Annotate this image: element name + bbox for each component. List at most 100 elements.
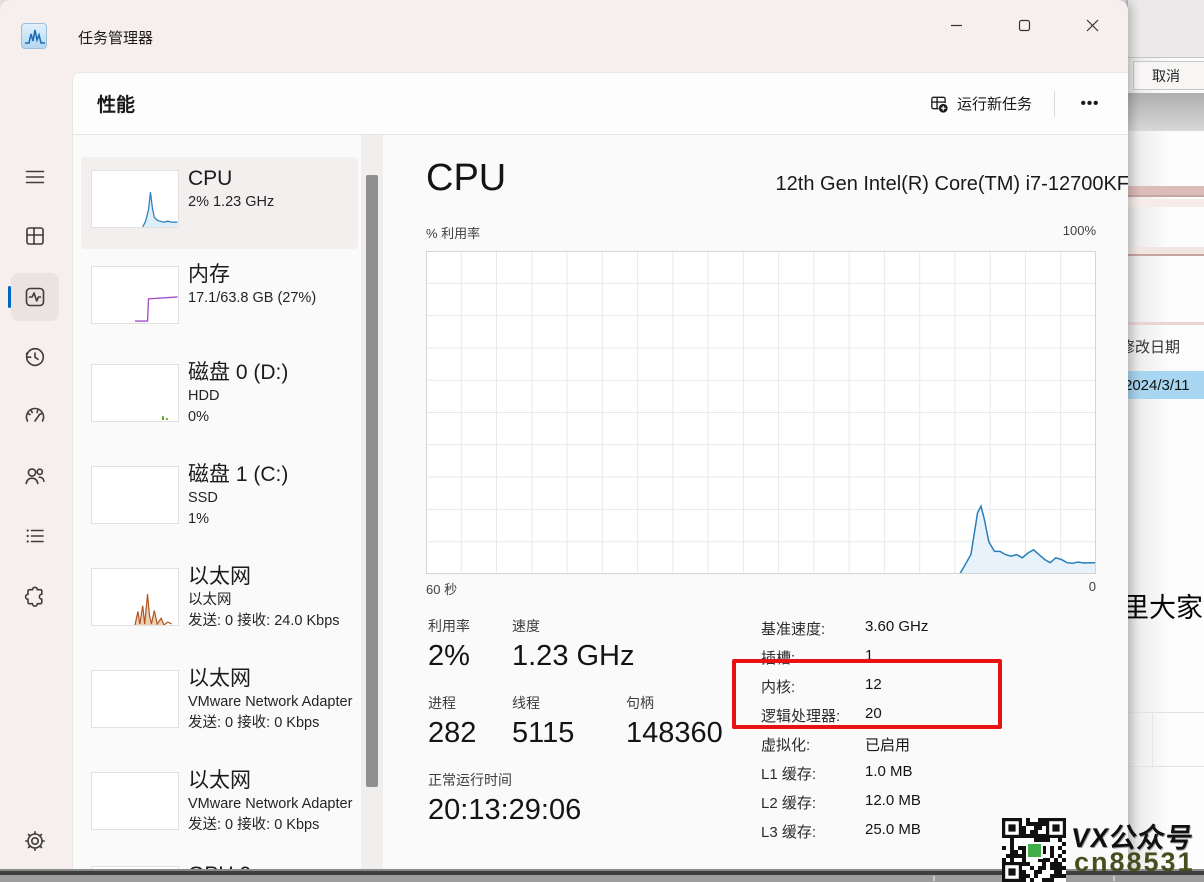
detail-label: 内核: bbox=[761, 679, 796, 696]
stat-label: 句柄 bbox=[626, 695, 654, 711]
highlight-annotation-box bbox=[732, 659, 1002, 729]
sidebar-item-services[interactable] bbox=[11, 573, 59, 621]
perf-item-text: 磁盘 1 (C:) SSD 1% bbox=[188, 461, 356, 530]
task-manager-window: 任务管理器 性能 bbox=[0, 0, 1128, 882]
sidebar-item-startup-apps[interactable] bbox=[11, 392, 59, 440]
cpu-utilization-chart bbox=[426, 251, 1096, 575]
detail-value: 已启用 bbox=[865, 737, 911, 754]
selected-accent-bar bbox=[8, 286, 11, 308]
stat-label: 利用率 bbox=[428, 618, 470, 634]
disk0-sparkline-thumbnail bbox=[91, 364, 179, 422]
sidebar-item-details[interactable] bbox=[11, 512, 59, 560]
maximize-button[interactable] bbox=[996, 4, 1052, 46]
detail-row-l1-cache: L1 缓存: 1.0 MB bbox=[761, 763, 1091, 792]
watermark: VX公众号 cn88531 bbox=[1000, 814, 1204, 882]
task-manager-app-icon bbox=[21, 23, 47, 49]
sidebar-item-app-history[interactable] bbox=[11, 333, 59, 381]
perf-list-item-cpu[interactable]: CPU 2% 1.23 GHz bbox=[81, 157, 358, 249]
detail-row-l3-cache: L3 缓存: 25.0 MB bbox=[761, 821, 1091, 850]
perf-item-line: HDD bbox=[188, 388, 220, 404]
qr-code bbox=[1002, 818, 1066, 882]
sidebar-item-menu[interactable] bbox=[11, 153, 59, 201]
cpu-title-row: CPU 12th Gen Intel(R) Core(TM) i7-12700K… bbox=[426, 157, 1128, 200]
background-row-stripe bbox=[1128, 199, 1204, 207]
memory-sparkline-thumbnail bbox=[91, 266, 179, 324]
new-task-icon bbox=[931, 96, 948, 113]
close-button[interactable] bbox=[1064, 4, 1120, 46]
performance-panel: 性能 运行新任务 ••• bbox=[72, 72, 1128, 882]
performance-content: CPU 2% 1.23 GHz 内存 17.1/63.8 GB (27%) 磁盘 0 (… bbox=[73, 135, 1128, 882]
background-row-stripe bbox=[1128, 322, 1204, 325]
hamburger-icon bbox=[25, 170, 45, 184]
puzzle-icon bbox=[24, 586, 43, 607]
perf-item-text: 内存 17.1/63.8 GB (27%) bbox=[188, 261, 356, 309]
detail-label: L1 缓存: bbox=[761, 766, 817, 783]
perf-list-item-memory[interactable]: 内存 17.1/63.8 GB (27%) bbox=[81, 253, 358, 345]
cpu-pane-title: CPU bbox=[426, 157, 507, 199]
panel-header: 性能 运行新任务 ••• bbox=[73, 73, 1128, 135]
stat-句柄: 句柄 148360 bbox=[626, 693, 723, 750]
gear-icon bbox=[25, 831, 45, 851]
detail-value: 12.0 MB bbox=[865, 792, 921, 809]
perf-list-item-disk1[interactable]: 磁盘 1 (C:) SSD 1% bbox=[81, 453, 358, 545]
page-title: 性能 bbox=[97, 95, 136, 116]
stat-正常运行时间: 正常运行时间 20:13:29:06 bbox=[428, 770, 581, 827]
detail-value: 20 bbox=[865, 705, 882, 722]
sidebar-item-processes[interactable] bbox=[11, 212, 59, 260]
window-title: 任务管理器 bbox=[78, 30, 154, 47]
perf-list-item-ethernet3[interactable]: 以太网 VMware Network Adapter 发送: 0 接收: 0 Kbp… bbox=[81, 759, 358, 851]
stat-进程: 进程 282 bbox=[428, 693, 512, 750]
perf-list-item-disk0[interactable]: 磁盘 0 (D:) HDD 0% bbox=[81, 351, 358, 443]
detail-row-logical-processors: 逻辑处理器: 20 bbox=[761, 705, 1091, 734]
perf-item-line: VMware Network Adapter bbox=[188, 694, 353, 710]
detail-value: 1.0 MB bbox=[865, 763, 913, 780]
stat-value: 5115 bbox=[512, 717, 575, 749]
perf-item-line: 2% 1.23 GHz bbox=[188, 194, 275, 210]
detail-row-l2-cache: L2 缓存: 12.0 MB bbox=[761, 792, 1091, 821]
cancel-button[interactable]: 取消 bbox=[1133, 61, 1204, 90]
perf-item-text: 以太网 以太网 发送: 0 接收: 24.0 Kbps bbox=[188, 563, 356, 632]
bg-partial-text: 里大家 bbox=[1122, 593, 1203, 623]
grid-icon bbox=[26, 227, 44, 245]
stat-value: 20:13:29:06 bbox=[428, 794, 582, 826]
stat-value: 148360 bbox=[626, 717, 723, 749]
detail-value: 3.60 GHz bbox=[865, 618, 929, 635]
sidebar-item-users[interactable] bbox=[11, 452, 59, 500]
stat-value: 282 bbox=[428, 717, 477, 749]
run-new-task-button[interactable]: 运行新任务 bbox=[917, 85, 1044, 122]
detail-row-virtualization: 虚拟化: 已启用 bbox=[761, 734, 1091, 763]
background-window-top bbox=[1128, 0, 1204, 58]
more-options-button[interactable]: ••• bbox=[1065, 86, 1115, 122]
processor-name: 12th Gen Intel(R) Core(TM) i7-12700KF bbox=[775, 173, 1128, 195]
perf-item-line: 以太网 bbox=[188, 592, 232, 608]
detail-label: 基准速度: bbox=[761, 621, 826, 638]
chart-axis-top: % 利用率 100% bbox=[426, 223, 1096, 242]
header-divider bbox=[1054, 90, 1055, 117]
perf-item-line: 0% bbox=[188, 409, 209, 425]
scrollbar-thumb[interactable] bbox=[366, 175, 378, 787]
ethernet2-sparkline-thumbnail bbox=[91, 670, 179, 728]
cpu-details-list: 基准速度: 3.60 GHz 插槽: 1 内核: 12 逻辑处理器: 20 虚拟化: 已启用 L1 … bbox=[761, 618, 1091, 850]
perf-item-line: 发送: 0 接收: 0 Kbps bbox=[188, 715, 320, 731]
axis-label-utilization: % 利用率 bbox=[426, 226, 481, 241]
background-row-stripe bbox=[1128, 247, 1204, 256]
perf-list-item-ethernet2[interactable]: 以太网 VMware Network Adapter 发送: 0 接收: 0 Kbp… bbox=[81, 657, 358, 749]
perf-item-text: 以太网 VMware Network Adapter 发送: 0 接收: 0 Kbp… bbox=[188, 767, 356, 836]
stat-value: 2% bbox=[428, 640, 470, 672]
titlebar: 任务管理器 bbox=[0, 0, 1128, 70]
sidebar-item-performance[interactable] bbox=[8, 273, 59, 321]
axis-label-0: 0 bbox=[1088, 579, 1096, 594]
perf-list-item-ethernet1[interactable]: 以太网 以太网 发送: 0 接收: 24.0 Kbps bbox=[81, 555, 358, 647]
minimize-button[interactable] bbox=[928, 4, 984, 46]
detail-label: L3 缓存: bbox=[761, 824, 817, 841]
perf-item-line: 1% bbox=[188, 511, 209, 527]
perf-item-line: VMware Network Adapter bbox=[188, 796, 353, 812]
sidebar-item-settings[interactable] bbox=[11, 817, 59, 865]
bg-selected-date-row[interactable]: 2024/3/11 bbox=[1124, 371, 1204, 399]
stat-速度: 速度 1.23 GHz bbox=[512, 616, 635, 673]
bg-grid-line bbox=[1152, 712, 1153, 766]
list-scrollbar[interactable] bbox=[361, 135, 383, 882]
sidebar-rail bbox=[0, 70, 72, 882]
pulse-icon bbox=[25, 287, 45, 307]
